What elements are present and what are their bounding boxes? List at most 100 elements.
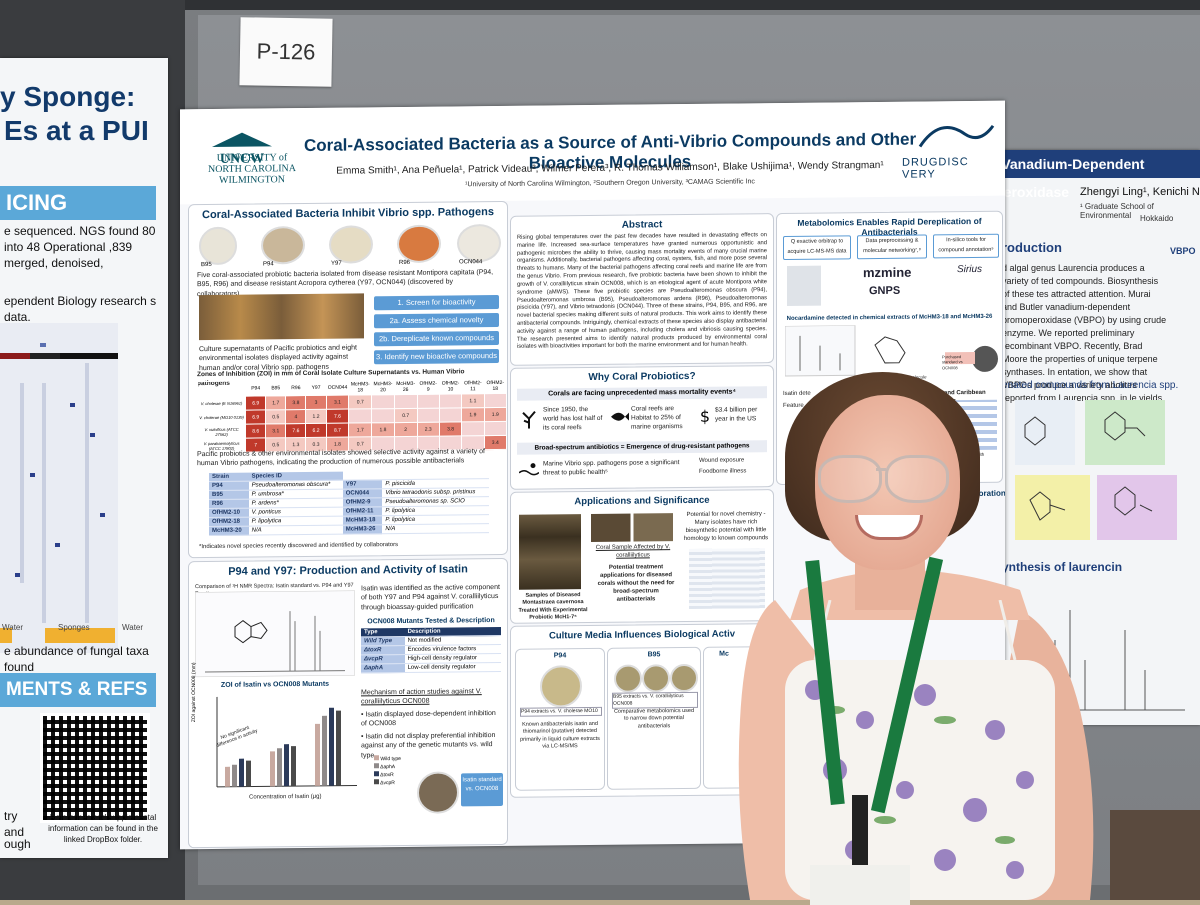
- dish-ocn044: [457, 223, 501, 263]
- metabolomics-box-3: In-silico tools for compound annotation⁹: [933, 233, 999, 259]
- zoi-cell: [461, 421, 485, 436]
- mutant-type: Wild Type: [361, 636, 405, 646]
- isatin-chart-ylabel: ZOI against OCN008 (mm): [191, 662, 197, 723]
- samples-caption: Samples of Diseased Montastraea cavernos…: [518, 592, 588, 621]
- orbitrap-instrument: [787, 265, 821, 306]
- left-refs-band: MENTS & REFS: [0, 673, 156, 707]
- zoi-cell: 1.2: [305, 409, 327, 424]
- left-refs-side-2: ough: [4, 837, 31, 851]
- zoi-row-label: V. cholerae (MO10 0139): [197, 410, 246, 425]
- mutants-table: Type Description Wild Type Not modified Δt…: [361, 626, 501, 673]
- zoi-cell: 2: [394, 422, 418, 437]
- culture-b95-caption: B95 extracts vs. V. coralliilyticus OCN0…: [612, 691, 698, 709]
- zoi-cell: 1.8: [371, 422, 395, 437]
- section1-text-3: Pacific probiotics & other environmental…: [197, 448, 485, 468]
- culture-b95-dish-1: [614, 664, 642, 693]
- uncw-seal-icon: UNCW: [212, 132, 272, 167]
- legend-item-vcpr: ΔvcpR: [374, 779, 401, 787]
- drugdiscovery-wave-icon: [918, 124, 995, 148]
- dish-r96: [397, 224, 441, 264]
- right-subheading-2: ynthesis of laurencin: [1002, 560, 1123, 574]
- coral-affected-photo: [591, 513, 673, 543]
- axis-label-sponges: Sponges: [58, 623, 90, 632]
- background-chair: [1110, 810, 1200, 900]
- glasses-bridge: [876, 468, 886, 471]
- dish-label-b95: B95: [201, 261, 212, 269]
- bullet-1-text: Isatin displayed dose-dependent inhibiti…: [361, 710, 496, 728]
- legend-item-wildtype: Wild type: [374, 755, 401, 763]
- right-poster-author: Zhengyi Ling¹, Kenichi N: [1080, 186, 1200, 198]
- species-strain: P94: [209, 481, 249, 491]
- isatin-bar: [336, 710, 341, 786]
- zoi-cell: [394, 394, 418, 409]
- panel-isatin: P94 and Y97: Production and Activity of …: [188, 557, 508, 849]
- coral-affected-label: Coral Sample Affected by V. coralliilyti…: [595, 544, 671, 559]
- zoi-col: McHM3-20: [371, 379, 395, 395]
- left-title-line1: y Sponge:: [0, 81, 136, 112]
- isatin-text: Isatin was identified as the active comp…: [361, 583, 500, 612]
- left-caption: e abundance of fungal taxa found: [4, 644, 149, 675]
- right-poster-affil-1: ¹ Graduate School of Environmental: [1080, 202, 1154, 220]
- axis-label-water-1: Water: [2, 623, 24, 632]
- glasses-left-lens: [818, 455, 882, 503]
- why-subheading-2: Broad-spectrum antibiotics = Emergence o…: [517, 440, 767, 455]
- culture-p94-caption: P94 extracts vs. V. cholerae MO10: [520, 706, 602, 717]
- culture-p94-box: P94 P94 extracts vs. V. cholerae MO10 Kn…: [515, 647, 605, 791]
- zoi-cell: 1.9: [484, 407, 507, 422]
- why-fact-5: Wound exposure: [699, 457, 745, 464]
- legend-label: ΔaphA: [380, 764, 396, 771]
- coral-icon: [522, 410, 536, 429]
- stand-frame: [185, 0, 1200, 10]
- isatin-disk-label: Isatin standard vs. OCN008: [461, 772, 503, 807]
- species-strain: B95: [209, 490, 249, 500]
- legend-item-apha: ΔaphA: [374, 763, 401, 771]
- metabolomics-box-2: Data preprocessing & molecular networkin…: [857, 234, 927, 260]
- zoi-cell: 0.7: [394, 408, 418, 423]
- isatin-bar: [246, 760, 251, 787]
- poster-header: UNCW UNIVERSITY of NORTH CAROLINA WILMIN…: [180, 100, 1005, 205]
- legend-label: ΔvcpR: [380, 780, 395, 787]
- species-strain: OCN044: [342, 488, 383, 499]
- mutant-type: ΔvcpR: [361, 654, 405, 664]
- dish-b95: [199, 226, 237, 266]
- zoi-table: P94 B95 R96 Y97 OCN044 McHM3-18 McHM3-20…: [197, 378, 507, 453]
- zoi-corner: [197, 381, 246, 397]
- applications-heading: Applications and Significance: [574, 494, 710, 508]
- why-fact-3: $3.4 billion per year in the US: [715, 406, 758, 423]
- step-novelty: 2a. Assess chemical novelty: [374, 312, 499, 329]
- zoi-cell: 1.7: [348, 422, 372, 438]
- culture-b95-label: B95: [647, 651, 661, 659]
- dish-label-r96: R96: [399, 259, 411, 267]
- right-subheading-1: enated compounds from Laurencia spp.: [1002, 380, 1179, 391]
- zoi-col: R96: [285, 380, 306, 396]
- culture-p94-dish: [540, 665, 582, 708]
- why-fact-4: Marine Vibrio spp. pathogens pose a sign…: [543, 459, 680, 477]
- poster-number-card: P-126: [239, 17, 333, 87]
- species-strain: Y97: [342, 479, 383, 490]
- legend-swatch: [374, 779, 379, 785]
- zoi-cell: 3.8: [439, 421, 462, 437]
- culture-b95-dish-2: [642, 664, 670, 693]
- zoi-cell: 7.6: [285, 423, 306, 438]
- bullet-1: • Isatin displayed dose-dependent inhibi…: [361, 710, 496, 728]
- abstract-text: Rising global temperatures over the past…: [517, 232, 767, 351]
- species-strain: OfHM2-18: [209, 517, 249, 527]
- species-row: McHM3-20 N/A McHM3-26 N/A: [209, 523, 489, 536]
- zoi-col: P94: [245, 380, 266, 397]
- species-strain: R96: [209, 499, 249, 509]
- metabolomics-caption: Nocardamine detected in chemical extract…: [786, 313, 993, 322]
- species-name: N/A: [248, 525, 343, 536]
- zoi-cell: [371, 394, 395, 409]
- badge-clip: [852, 795, 868, 870]
- zoi-cell: [439, 393, 462, 409]
- isatin-side-label: Isatin dete: [783, 390, 811, 398]
- zoi-col: OCN044: [326, 380, 349, 396]
- left-text-1: e sequenced. NGS found 80 into 48 Operat…: [4, 224, 156, 271]
- species-name: N/A: [382, 523, 489, 534]
- zoi-cell: 8.6: [245, 423, 266, 439]
- isatin-bar: [291, 746, 296, 787]
- section2-heading: P94 and Y97: Production and Activity of …: [228, 563, 468, 578]
- left-heatmap: [0, 323, 118, 653]
- fish-icon: [611, 412, 629, 421]
- zoi-cell: 6.2: [305, 423, 327, 438]
